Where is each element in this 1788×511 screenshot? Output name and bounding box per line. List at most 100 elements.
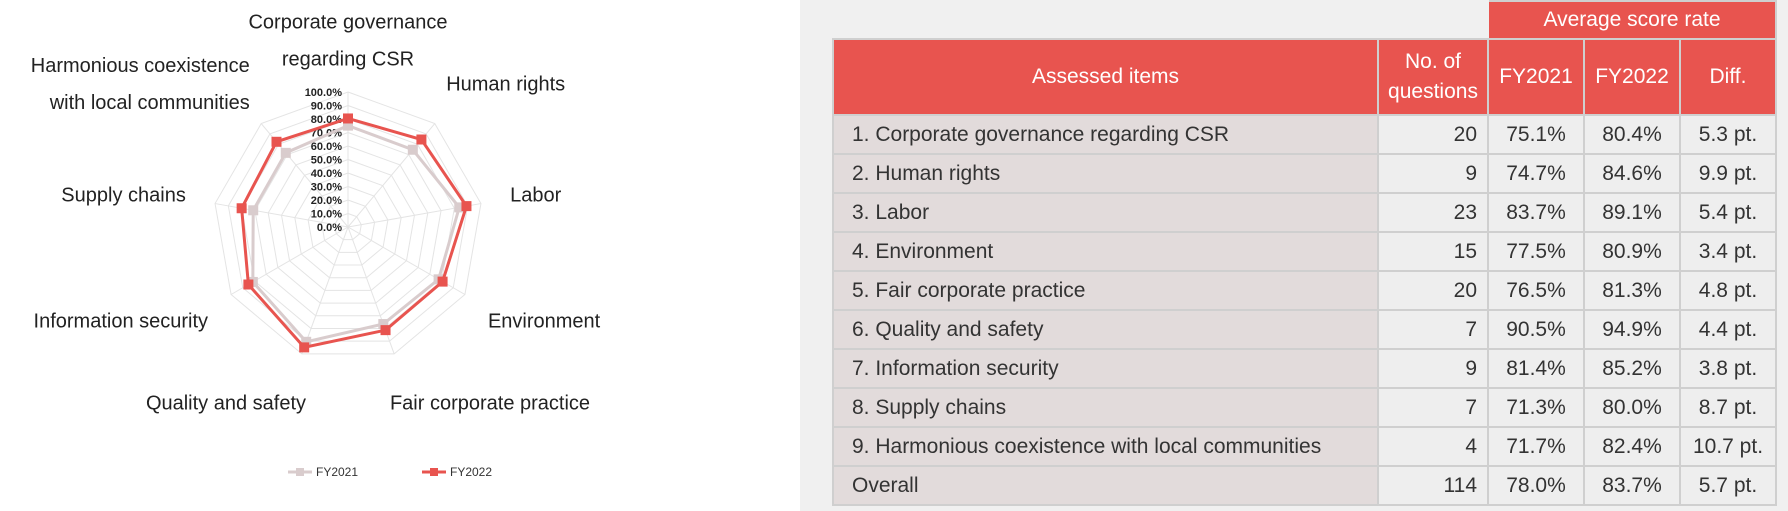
fy2021-score-cell: 76.5% [1487,270,1585,311]
series-line [240,116,469,350]
axis-label: Harmonious coexistence [31,55,250,77]
grid-ring [294,172,402,279]
fy2021-score-cell: 75.1% [1487,114,1585,155]
axis-label: Environment [488,311,601,333]
assessed-item-cell: 7. Information security [832,348,1379,389]
diff-cell: 9.9 pt. [1679,153,1777,194]
fy2021-score-cell: 71.7% [1487,426,1585,467]
fy2022-score-cell: 84.6% [1583,153,1681,194]
table-row: 5. Fair corporate practice 20 76.5% 81.3% 4.… [832,270,1777,311]
table-row: 6. Quality and safety 7 90.5% 94.9% 4.4 pt. [832,309,1777,350]
series-point [343,113,353,124]
diff-cell: 5.4 pt. [1679,192,1777,233]
fy2022-score-cell: 94.9% [1583,309,1681,350]
question-count-cell: 9 [1377,153,1489,194]
tick-label: 30.0% [311,182,342,194]
diff-cell: 10.7 pt. [1679,426,1777,467]
table-row: 4. Environment 15 77.5% 80.9% 3.4 pt. [832,231,1777,272]
series-point [378,319,389,330]
assessed-item-cell: 2. Human rights [832,153,1379,194]
grid-ring [254,131,442,317]
grid-spoke [301,226,349,355]
diff-cell: 3.4 pt. [1679,231,1777,272]
axis-label: regarding CSR [282,49,414,71]
assessed-item-cell: 8. Supply chains [832,387,1379,428]
blank-header-cell [832,0,1379,40]
question-count-cell: 15 [1377,231,1489,272]
axis-label: Supply chains [61,185,186,207]
fy2021-header: FY2021 [1487,38,1585,116]
fy2021-score-cell: 74.7% [1487,153,1585,194]
fy2021-score-cell: 90.5% [1487,309,1585,350]
question-count-cell: 114 [1377,465,1489,506]
axis-label: Fair corporate practice [390,393,590,415]
table-row: 7. Information security 9 81.4% 85.2% 3.8 pt… [832,348,1777,389]
tick-label: 40.0% [311,168,342,180]
tick-label: 20.0% [311,195,342,207]
grid-ring [214,91,482,355]
question-count-cell: 9 [1377,348,1489,389]
diff-header: Diff. [1679,38,1777,116]
table-row: 9. Harmonious coexistence with local com… [832,426,1777,467]
series-point [437,276,448,287]
legend-marker [430,468,438,476]
question-count-cell: 7 [1377,309,1489,350]
series-point [299,342,310,353]
question-count-cell: 7 [1377,387,1489,428]
average-score-rate-header: Average score rate [1487,0,1777,40]
series-point [380,325,391,336]
blank-header-cell [1377,0,1489,40]
fy2021-score-cell: 81.4% [1487,348,1585,389]
fy2022-score-cell: 80.4% [1583,114,1681,155]
assessed-item-cell: 6. Quality and safety [832,309,1379,350]
fy2021-score-cell: 71.3% [1487,387,1585,428]
series-point [343,120,353,131]
tick-label: 90.0% [311,101,342,113]
axis-label: Labor [510,185,561,207]
series-point [454,202,465,213]
fy2022-header: FY2022 [1583,38,1681,116]
assessed-items-header: Assessed items [832,38,1379,116]
fy2022-score-cell: 80.0% [1583,387,1681,428]
axis-label: Corporate governance [248,12,447,34]
questions-header: No. of questions [1377,38,1489,116]
assessed-item-cell: Overall [832,465,1379,506]
grid-ring [334,212,362,241]
tick-label: 10.0% [311,209,342,221]
assessed-item-cell: 1. Corporate governance regarding CSR [832,114,1379,155]
diff-cell: 4.8 pt. [1679,270,1777,311]
fy2022-score-cell: 83.7% [1583,465,1681,506]
axis-label: Information security [34,311,209,333]
diff-cell: 4.4 pt. [1679,309,1777,350]
question-count-cell: 20 [1377,270,1489,311]
tick-label: 50.0% [311,155,342,167]
radar-chart: 100.0%90.0%80.0%70.0%60.0%50.0%40.0%30.0… [31,12,601,480]
fy2022-score-cell: 89.1% [1583,192,1681,233]
series-point [461,201,472,212]
grid-ring [307,185,389,266]
question-count-cell: 20 [1377,114,1489,155]
series-point [301,336,312,347]
axis-label: Human rights [446,74,565,96]
series-point [407,144,418,155]
grid-ring [320,199,376,253]
fy2021-score-cell: 78.0% [1487,465,1585,506]
series-point [236,203,247,214]
fy2022-score-cell: 80.9% [1583,231,1681,272]
tick-label: 60.0% [311,141,342,153]
assessed-item-cell: 3. Labor [832,192,1379,233]
table-row: 3. Labor 23 83.7% 89.1% 5.4 pt. [832,192,1777,233]
fy2022-score-cell: 81.3% [1583,270,1681,311]
diff-cell: 8.7 pt. [1679,387,1777,428]
table-row: 2. Human rights 9 74.7% 84.6% 9.9 pt. [832,153,1777,194]
diff-cell: 3.8 pt. [1679,348,1777,389]
legend-label: FY2021 [316,465,358,479]
axis-label: Quality and safety [146,393,306,415]
grid-ring [281,158,415,291]
fy2021-score-cell: 83.7% [1487,192,1585,233]
series-point [271,136,282,147]
diff-cell: 5.3 pt. [1679,114,1777,155]
fy2022-score-cell: 82.4% [1583,426,1681,467]
legend-marker [296,468,304,476]
table-row: Overall 114 78.0% 83.7% 5.7 pt. [832,465,1777,506]
